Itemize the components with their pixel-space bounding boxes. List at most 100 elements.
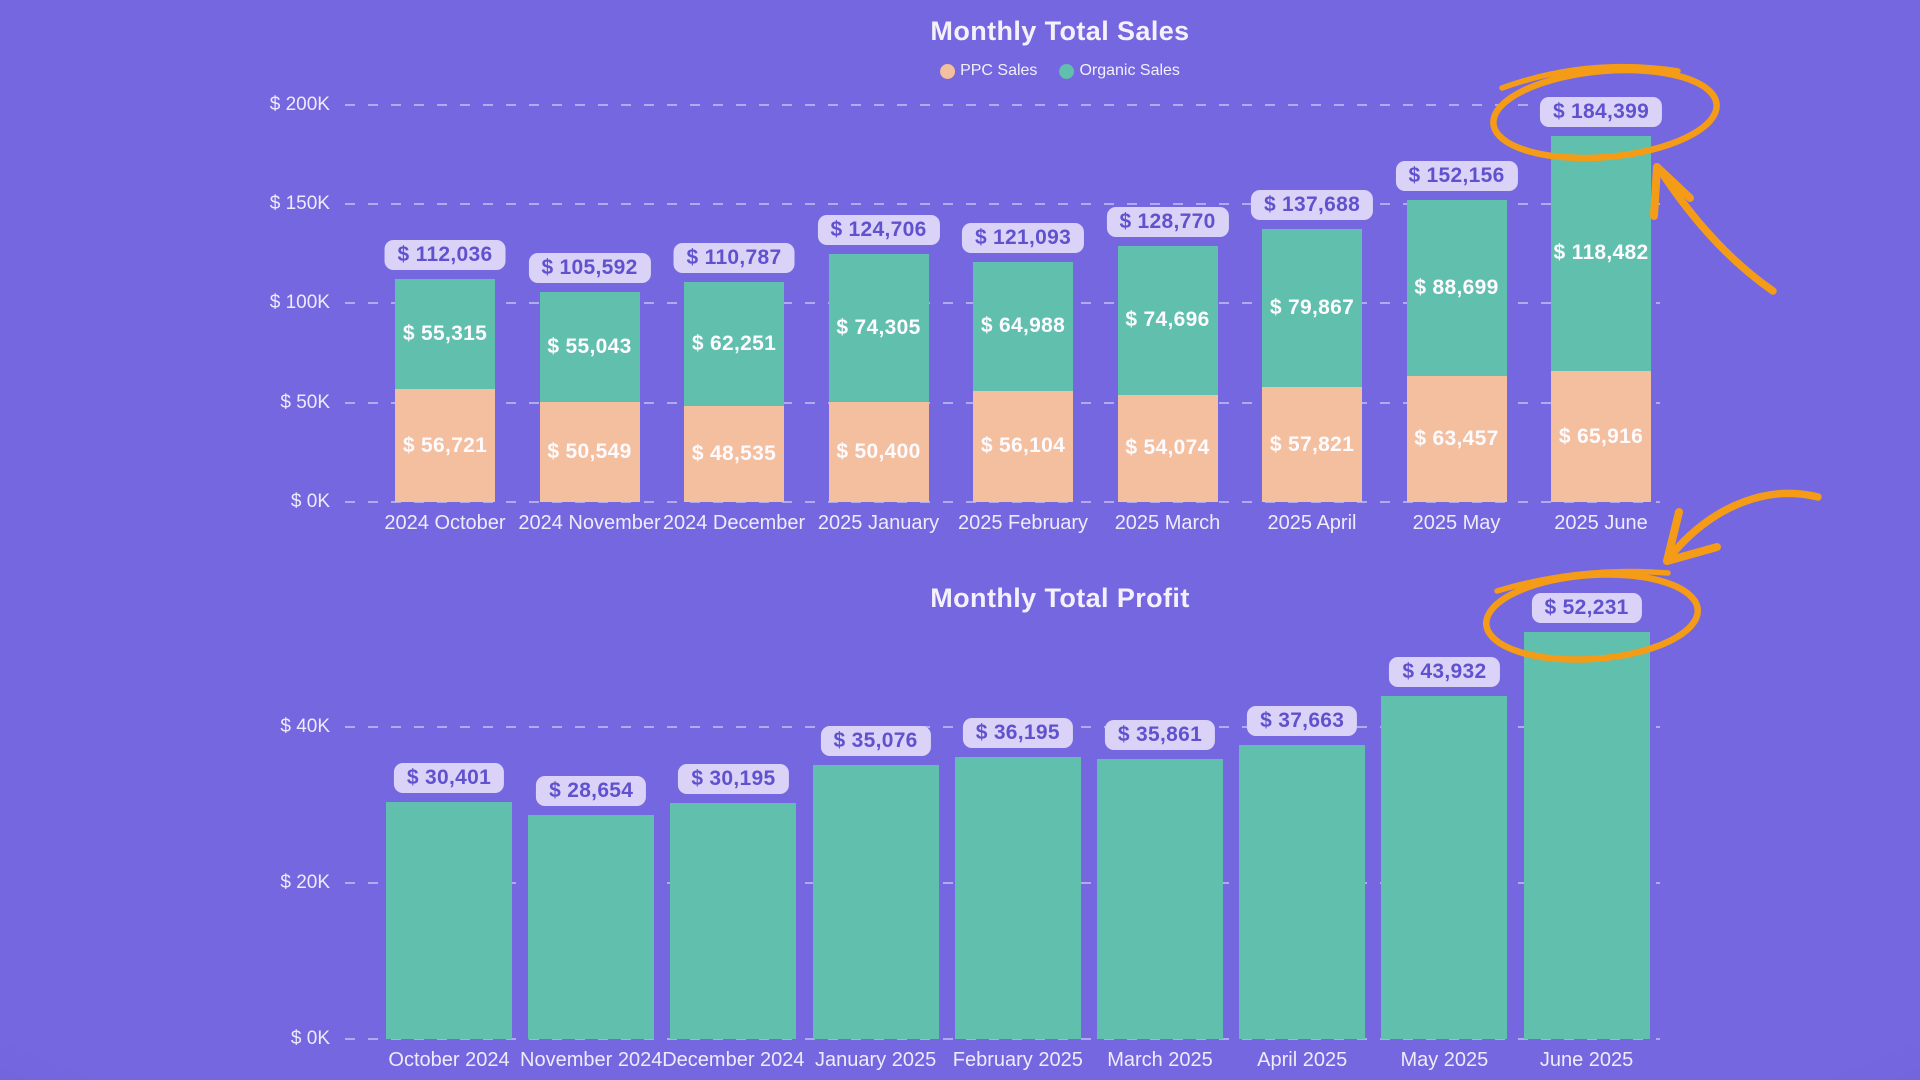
bar-segment-ppc[interactable]: $ 65,916 <box>1551 371 1651 502</box>
total-value-label: $ 30,401 <box>393 762 505 793</box>
x-axis-label: 2024 November <box>518 512 661 534</box>
organic-value-label: $ 55,043 <box>547 334 632 358</box>
total-value-label: $ 43,932 <box>1389 657 1500 688</box>
sales-chart-title: Monthly Total Sales <box>930 16 1190 46</box>
organic-value-label: $ 55,315 <box>402 322 488 346</box>
total-value-label: $ 152,156 <box>1395 160 1518 191</box>
x-axis-label: November 2024 <box>520 1049 663 1071</box>
ppc-value-label: $ 65,916 <box>1558 424 1644 448</box>
y-axis-label: $ 40K <box>280 716 330 737</box>
ppc-value-label: $ 57,821 <box>1269 432 1355 456</box>
organic-value-label: $ 79,867 <box>1269 295 1355 319</box>
total-value-label: $ 128,770 <box>1106 207 1229 238</box>
total-value-label: $ 105,592 <box>528 253 651 284</box>
x-axis-label: 2025 February <box>957 512 1089 534</box>
bar-segment-organic[interactable]: $ 55,315 <box>395 279 495 390</box>
y-axis-label: $ 0K <box>290 1028 330 1049</box>
total-value-label: $ 35,861 <box>1104 720 1216 751</box>
legend-item-ppc-sales[interactable]: PPC Sales <box>940 62 1037 80</box>
bar-segment-organic[interactable]: $ 62,251 <box>684 281 784 406</box>
total-value-label: $ 112,036 <box>384 240 506 271</box>
x-axis-label: May 2025 <box>1400 1049 1489 1071</box>
ppc-value-label: $ 63,457 <box>1414 426 1499 450</box>
total-value-label: $ 35,076 <box>820 726 931 757</box>
x-axis-label: 2025 April <box>1267 512 1357 534</box>
bar-segment-organic[interactable]: $ 74,696 <box>1117 246 1218 395</box>
organic-value-label: $ 62,251 <box>691 331 777 355</box>
legend-item-organic-sales[interactable]: Organic Sales <box>1059 62 1180 80</box>
profit-chart-title: Monthly Total Profit <box>930 583 1190 613</box>
organic-value-label: $ 88,699 <box>1414 275 1499 299</box>
grid-line <box>345 501 1660 503</box>
ppc-value-label: $ 56,721 <box>402 433 488 457</box>
legend-swatch-icon <box>1059 63 1075 79</box>
bar-segment-organic[interactable]: $ 55,043 <box>539 292 640 402</box>
ppc-value-label: $ 50,549 <box>547 439 632 463</box>
bar-segment-ppc[interactable]: $ 63,457 <box>1406 375 1507 502</box>
profit-bar[interactable] <box>386 801 512 1039</box>
profit-bar[interactable] <box>1381 696 1508 1039</box>
bar-segment-ppc[interactable]: $ 48,535 <box>684 405 784 502</box>
bar-segment-ppc[interactable]: $ 56,104 <box>973 390 1073 502</box>
x-axis-label: 2024 October <box>384 512 506 534</box>
grid-line <box>345 103 1660 106</box>
profit-bar[interactable] <box>1097 759 1223 1039</box>
total-value-label: $ 110,787 <box>673 242 795 273</box>
bar-segment-organic[interactable]: $ 118,482 <box>1551 135 1651 372</box>
total-value-label: $ 37,663 <box>1247 706 1358 737</box>
y-axis-label: $ 50K <box>280 391 330 413</box>
profit-bar[interactable] <box>1239 745 1366 1039</box>
sales-legend: PPC Sales Organic Sales <box>940 62 1180 80</box>
ppc-value-label: $ 48,535 <box>691 441 777 465</box>
bar-segment-organic[interactable]: $ 88,699 <box>1406 199 1507 376</box>
profit-bar[interactable] <box>1523 631 1650 1039</box>
x-axis-label: December 2024 <box>662 1049 805 1071</box>
x-axis-label: June 2025 <box>1539 1049 1634 1071</box>
y-axis-label: $ 150K <box>269 193 330 215</box>
legend-swatch-icon <box>940 63 956 79</box>
ppc-value-label: $ 54,074 <box>1125 436 1210 460</box>
x-axis-label: 2024 December <box>662 512 806 534</box>
x-axis-label: February 2025 <box>952 1049 1083 1071</box>
x-axis-label: March 2025 <box>1107 1049 1213 1071</box>
bar-segment-organic[interactable]: $ 64,988 <box>973 261 1073 391</box>
total-value-label: $ 36,195 <box>962 717 1073 748</box>
profit-bar[interactable] <box>812 765 939 1039</box>
bar-segment-ppc[interactable]: $ 54,074 <box>1117 394 1218 502</box>
x-axis-label: 2025 January <box>817 512 940 534</box>
ppc-value-label: $ 56,104 <box>980 434 1066 458</box>
x-axis-label: 2025 March <box>1114 512 1221 534</box>
profit-bar[interactable] <box>528 815 655 1039</box>
grid-line <box>345 1038 1660 1040</box>
bar-segment-organic[interactable]: $ 74,305 <box>828 254 929 402</box>
organic-value-label: $ 64,988 <box>980 314 1066 338</box>
organic-value-label: $ 118,482 <box>1553 241 1649 265</box>
total-value-label: $ 137,688 <box>1250 189 1374 220</box>
total-value-label: $ 30,195 <box>678 764 789 795</box>
bar-segment-ppc[interactable]: $ 57,821 <box>1262 387 1362 502</box>
legend-item-label: Organic Sales <box>1079 62 1180 79</box>
legend-item-label: PPC Sales <box>960 62 1038 79</box>
organic-value-label: $ 74,696 <box>1125 308 1210 332</box>
x-axis-label: October 2024 <box>388 1049 510 1071</box>
total-value-label: $ 121,093 <box>961 222 1085 253</box>
profit-bar[interactable] <box>954 756 1081 1039</box>
bar-segment-ppc[interactable]: $ 50,400 <box>828 401 929 502</box>
y-axis-label: $ 0K <box>290 491 330 512</box>
bar-segment-ppc[interactable]: $ 56,721 <box>395 389 495 502</box>
total-value-label: $ 28,654 <box>536 776 647 807</box>
profit-bar[interactable] <box>670 803 797 1039</box>
bar-segment-organic[interactable]: $ 79,867 <box>1262 228 1362 388</box>
total-value-label: $ 52,231 <box>1531 592 1642 623</box>
y-axis-label: $ 20K <box>280 872 330 893</box>
total-value-label: $ 124,706 <box>817 215 940 246</box>
x-axis-label: January 2025 <box>814 1049 937 1071</box>
x-axis-label: 2025 June <box>1554 512 1648 534</box>
ppc-value-label: $ 50,400 <box>836 439 921 463</box>
x-axis-label: April 2025 <box>1257 1049 1348 1071</box>
organic-value-label: $ 74,305 <box>836 316 921 340</box>
bar-segment-ppc[interactable]: $ 50,549 <box>539 401 640 502</box>
